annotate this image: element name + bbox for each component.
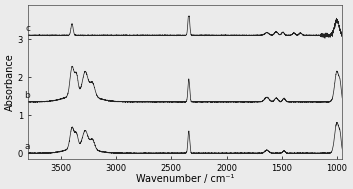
Text: c: c [25,24,30,33]
X-axis label: Wavenumber / cm⁻¹: Wavenumber / cm⁻¹ [136,174,234,184]
Text: b: b [24,91,30,100]
Y-axis label: Absorbance: Absorbance [5,53,15,111]
Text: a: a [25,142,30,151]
